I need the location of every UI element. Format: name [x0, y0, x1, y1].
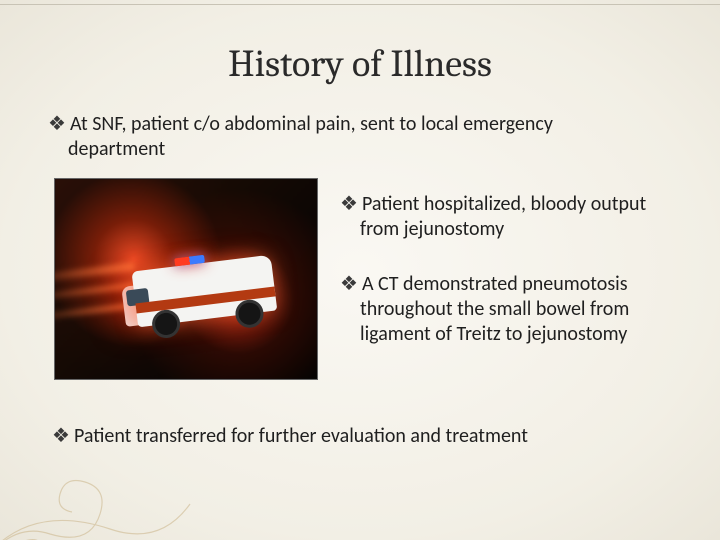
bullet-2: ❖Patient hospitalized, bloody output fro… — [340, 192, 680, 242]
bullet-2-text-line1: Patient hospitalized, bloody output — [362, 192, 646, 216]
bullet-3-text-line3: ligament of Treitz to jejunostomy — [360, 322, 680, 347]
bullet-3: ❖A CT demonstrated pneumotosis throughou… — [340, 272, 680, 347]
bullet-1: ❖At SNF, patient c/o abdominal pain, sen… — [48, 112, 668, 162]
top-border-line — [0, 4, 720, 5]
diamond-bullet-icon: ❖ — [52, 425, 70, 447]
bullet-4: ❖Patient transferred for further evaluat… — [52, 424, 672, 449]
bullet-1-text-line2: department — [68, 137, 668, 162]
diamond-bullet-icon: ❖ — [340, 193, 358, 215]
bullet-2-text-line2: from jejunostomy — [360, 217, 680, 242]
bullet-1-text-line1: At SNF, patient c/o abdominal pain, sent… — [70, 112, 553, 136]
bullet-3-text-line2: throughout the small bowel from — [360, 297, 680, 322]
diamond-bullet-icon: ❖ — [48, 113, 66, 135]
bullet-3-text-line1: A CT demonstrated pneumotosis — [362, 272, 628, 296]
ambulance-image — [54, 178, 318, 380]
slide-title: History of Illness — [0, 42, 720, 86]
corner-swirl-decoration — [0, 434, 210, 540]
bullet-4-text: Patient transferred for further evaluati… — [74, 424, 528, 448]
diamond-bullet-icon: ❖ — [340, 273, 358, 295]
slide-root: History of Illness ❖At SNF, patient c/o … — [0, 0, 720, 540]
